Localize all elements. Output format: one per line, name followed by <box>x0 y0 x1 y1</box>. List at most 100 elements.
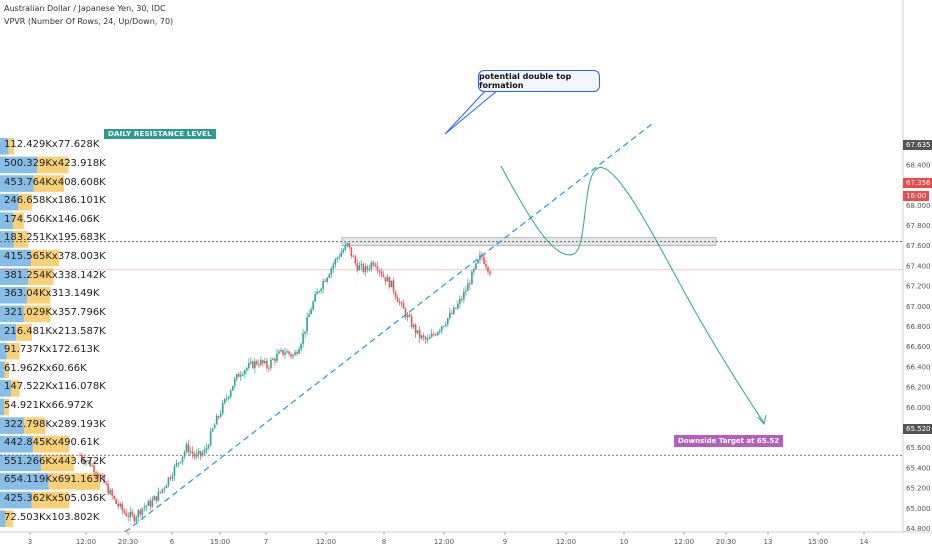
candle-body <box>430 333 433 338</box>
volume-profile-label: 415.565Kx378.003K <box>4 251 106 263</box>
volume-profile-up-bar <box>0 156 38 174</box>
candle-body <box>442 325 445 327</box>
y-tick-label: 66.800 <box>906 323 931 331</box>
candle-body <box>252 361 254 369</box>
candle-body <box>159 491 162 493</box>
volume-profile-label: 363.04Kx313.149K <box>4 288 100 300</box>
candle-body <box>330 268 333 275</box>
volume-profile-label: 91.737Kx172.613K <box>4 344 100 356</box>
candle-body <box>103 475 105 483</box>
candle-body <box>296 352 298 354</box>
candle-body <box>248 363 250 368</box>
candle-body <box>372 262 375 265</box>
volume-profile-label: 425.362Kx505.036K <box>4 493 106 505</box>
candle-body <box>308 314 310 318</box>
x-tick-label: 13 <box>764 538 773 546</box>
candle-body <box>312 301 314 310</box>
candle-body <box>426 338 429 340</box>
projection-arrowhead <box>757 414 767 426</box>
candle-body <box>475 263 477 269</box>
candle-body <box>244 370 246 375</box>
volume-profile-up-bar <box>0 249 31 267</box>
candle-body <box>119 503 121 507</box>
candle-body <box>354 256 357 264</box>
x-tick-label: 12:00 <box>316 538 336 546</box>
volume-profile-down-bar <box>13 231 29 248</box>
candle-body <box>137 510 140 518</box>
volume-profile-label: 183.251Kx195.683K <box>4 232 106 244</box>
x-tick-label: 3 <box>28 538 32 546</box>
resistance-label[interactable]: DAILY RESISTANCE LEVEL <box>104 129 216 139</box>
candle-body <box>145 505 148 508</box>
candle-body <box>340 252 343 257</box>
candle-body <box>79 455 81 457</box>
candle-body <box>85 460 87 463</box>
candle-body <box>310 309 312 315</box>
callout-pointer <box>444 89 500 135</box>
candle-body <box>334 259 337 265</box>
symbol-title[interactable]: Australian Dollar / Japanese Yen, 30, ID… <box>4 4 166 13</box>
candle-body <box>338 256 341 258</box>
x-tick-label: 12:00 <box>76 538 96 546</box>
volume-profile-up-bar <box>0 324 17 341</box>
indicator-label[interactable]: VPVR (Number Of Rows, 24, Up/Down, 70) <box>4 17 174 26</box>
volume-profile-down-bar <box>30 249 59 267</box>
candle-body <box>268 367 270 369</box>
candle-body <box>428 337 431 339</box>
candle-body <box>185 444 188 452</box>
y-tick-label: 65.200 <box>906 485 931 493</box>
candle-body <box>344 245 347 250</box>
candle-body <box>392 280 395 292</box>
candle-body <box>87 460 89 462</box>
volume-profile-label: 72.503Kx103.802K <box>4 511 100 523</box>
x-tick-label: 14 <box>860 538 869 546</box>
candle-body <box>109 489 111 494</box>
candle-body <box>282 350 284 355</box>
double-top-callout[interactable]: potential double top formation <box>478 70 600 92</box>
candle-body <box>322 281 324 289</box>
candle-body <box>370 262 373 269</box>
candle-body <box>163 487 166 490</box>
volume-profile-up-bar <box>0 342 7 360</box>
volume-profile-down-bar <box>12 212 24 230</box>
candle-body <box>173 466 176 477</box>
candle-body <box>270 359 272 368</box>
candle-body <box>436 332 439 336</box>
candle-body <box>418 330 421 339</box>
candle-body <box>483 257 485 264</box>
y-tick-label: 67.400 <box>906 262 931 270</box>
candle-body <box>414 324 417 334</box>
volume-profile-up-bar <box>0 268 29 285</box>
volume-profile-label: 551.266Kx443.672K <box>4 455 106 467</box>
candle-body <box>304 331 306 334</box>
candle-body <box>97 473 99 476</box>
volume-profile-up-bar <box>0 138 9 155</box>
candle-body <box>332 264 335 269</box>
candle-body <box>408 314 411 317</box>
volume-profile-label: 216.481Kx213.587K <box>4 325 106 337</box>
candle-body <box>362 264 365 272</box>
volume-profile-up-bar <box>0 231 14 248</box>
candle-body <box>227 396 230 399</box>
candle-body <box>111 489 113 496</box>
volume-profile-label: 147.522Kx116.078K <box>4 381 106 393</box>
target-label[interactable]: Downside Target at 65.52 <box>674 435 784 447</box>
candle-body <box>461 298 463 300</box>
candle-body <box>235 374 238 379</box>
candle-body <box>382 275 385 277</box>
x-tick-label: 6 <box>170 538 175 546</box>
candle-body <box>83 459 85 463</box>
candle-body <box>187 444 190 453</box>
candle-body <box>171 476 174 479</box>
volume-profile-up-bar <box>0 305 24 323</box>
candle-body <box>131 511 134 515</box>
x-tick-label: 8 <box>382 538 386 546</box>
x-tick-label: 12:00 <box>674 538 694 546</box>
x-tick-label: 9 <box>503 538 507 546</box>
volume-profile-label: 654.119Kx691.163K <box>4 474 106 486</box>
candle-body <box>127 516 130 518</box>
candle-body <box>410 316 413 328</box>
volume-profile-down-bar <box>16 324 32 341</box>
volume-profile-up-bar <box>0 398 5 416</box>
